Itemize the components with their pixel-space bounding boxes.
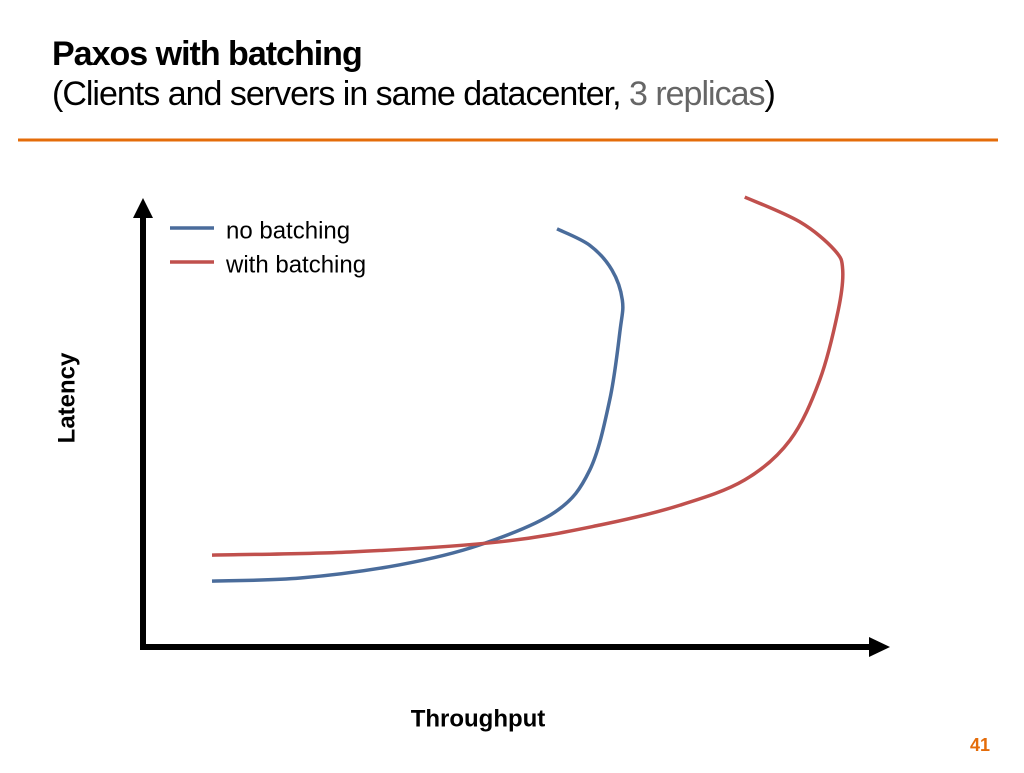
slide-subtitle: (Clients and servers in same datacenter,… [52, 75, 775, 113]
x-axis-label: Throughput [411, 705, 546, 732]
legend-label: no batching [226, 217, 350, 244]
subtitle-part: ) [764, 75, 774, 113]
plot: no batching with batching [170, 195, 845, 583]
y-axis-label: Latency [53, 352, 80, 443]
y-axis-arrow [133, 198, 153, 218]
subtitle-highlight: 3 replicas [629, 75, 765, 113]
series-line [211, 227, 625, 583]
slide-title: Paxos with batching [52, 35, 362, 73]
legend-label: with batching [225, 251, 366, 278]
series-line [211, 195, 845, 557]
page-number: 41 [970, 735, 990, 755]
x-axis-arrow [869, 637, 890, 657]
subtitle-part: (Clients and servers in same datacenter, [52, 75, 629, 113]
